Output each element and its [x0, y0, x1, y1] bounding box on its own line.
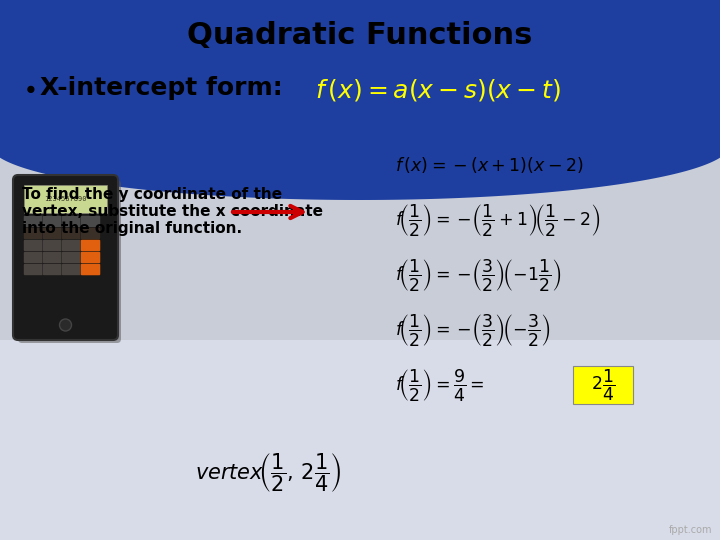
- Text: Quadratic Functions: Quadratic Functions: [187, 21, 533, 50]
- FancyBboxPatch shape: [24, 215, 43, 227]
- Text: $f\!\left(\dfrac{1}{2}\right) = \dfrac{9}{4} =$: $f\!\left(\dfrac{1}{2}\right) = \dfrac{9…: [395, 367, 485, 403]
- FancyBboxPatch shape: [24, 240, 43, 252]
- Text: $f\!\left(\dfrac{1}{2}\right) = -\!\left(\dfrac{3}{2}\right)\!\left(-1\dfrac{1}{: $f\!\left(\dfrac{1}{2}\right) = -\!\left…: [395, 257, 562, 293]
- FancyBboxPatch shape: [42, 240, 63, 252]
- FancyBboxPatch shape: [81, 227, 101, 240]
- FancyBboxPatch shape: [24, 264, 43, 275]
- Text: $\bullet$: $\bullet$: [22, 76, 35, 100]
- FancyBboxPatch shape: [42, 252, 63, 264]
- FancyBboxPatch shape: [573, 366, 633, 404]
- Text: $f\!\left(\dfrac{1}{2}\right) = -\!\left(\dfrac{3}{2}\right)\!\left(-\dfrac{3}{2: $f\!\left(\dfrac{1}{2}\right) = -\!\left…: [395, 312, 550, 348]
- FancyBboxPatch shape: [61, 252, 81, 264]
- Circle shape: [60, 319, 71, 331]
- Text: $f\,(x) = a(x-s)(x-t)$: $f\,(x) = a(x-s)(x-t)$: [315, 77, 561, 103]
- Text: X-intercept form:: X-intercept form:: [40, 76, 283, 100]
- Text: $vertex\!\left(\dfrac{1}{2},\,2\dfrac{1}{4}\right)$: $vertex\!\left(\dfrac{1}{2},\,2\dfrac{1}…: [194, 450, 341, 494]
- Polygon shape: [0, 0, 720, 150]
- Text: $f\,(x) = -(x+1)(x-2)$: $f\,(x) = -(x+1)(x-2)$: [395, 155, 583, 175]
- Polygon shape: [0, 0, 720, 200]
- FancyBboxPatch shape: [42, 215, 63, 227]
- FancyBboxPatch shape: [81, 252, 101, 264]
- Text: $2\dfrac{1}{4}$: $2\dfrac{1}{4}$: [591, 367, 615, 403]
- FancyBboxPatch shape: [61, 264, 81, 275]
- FancyBboxPatch shape: [61, 227, 81, 240]
- FancyBboxPatch shape: [18, 180, 121, 343]
- FancyBboxPatch shape: [24, 252, 43, 264]
- FancyBboxPatch shape: [42, 264, 63, 275]
- Text: into the original function.: into the original function.: [22, 221, 242, 237]
- FancyArrowPatch shape: [233, 206, 302, 218]
- Text: $f\!\left(\dfrac{1}{2}\right) = -\!\left(\dfrac{1}{2}+1\right)\!\left(\dfrac{1}{: $f\!\left(\dfrac{1}{2}\right) = -\!\left…: [395, 202, 600, 238]
- FancyBboxPatch shape: [81, 215, 101, 227]
- Polygon shape: [0, 340, 720, 540]
- FancyBboxPatch shape: [61, 215, 81, 227]
- FancyBboxPatch shape: [13, 175, 118, 340]
- Text: vertex, substitute the x coordinate: vertex, substitute the x coordinate: [22, 205, 323, 219]
- FancyBboxPatch shape: [42, 227, 63, 240]
- FancyBboxPatch shape: [61, 240, 81, 252]
- FancyBboxPatch shape: [81, 240, 101, 252]
- FancyBboxPatch shape: [81, 264, 101, 275]
- FancyBboxPatch shape: [24, 185, 107, 213]
- FancyBboxPatch shape: [24, 227, 43, 240]
- Text: 1234567890: 1234567890: [44, 196, 86, 202]
- Text: fppt.com: fppt.com: [668, 525, 712, 535]
- Text: To find the y coordinate of the: To find the y coordinate of the: [22, 187, 282, 202]
